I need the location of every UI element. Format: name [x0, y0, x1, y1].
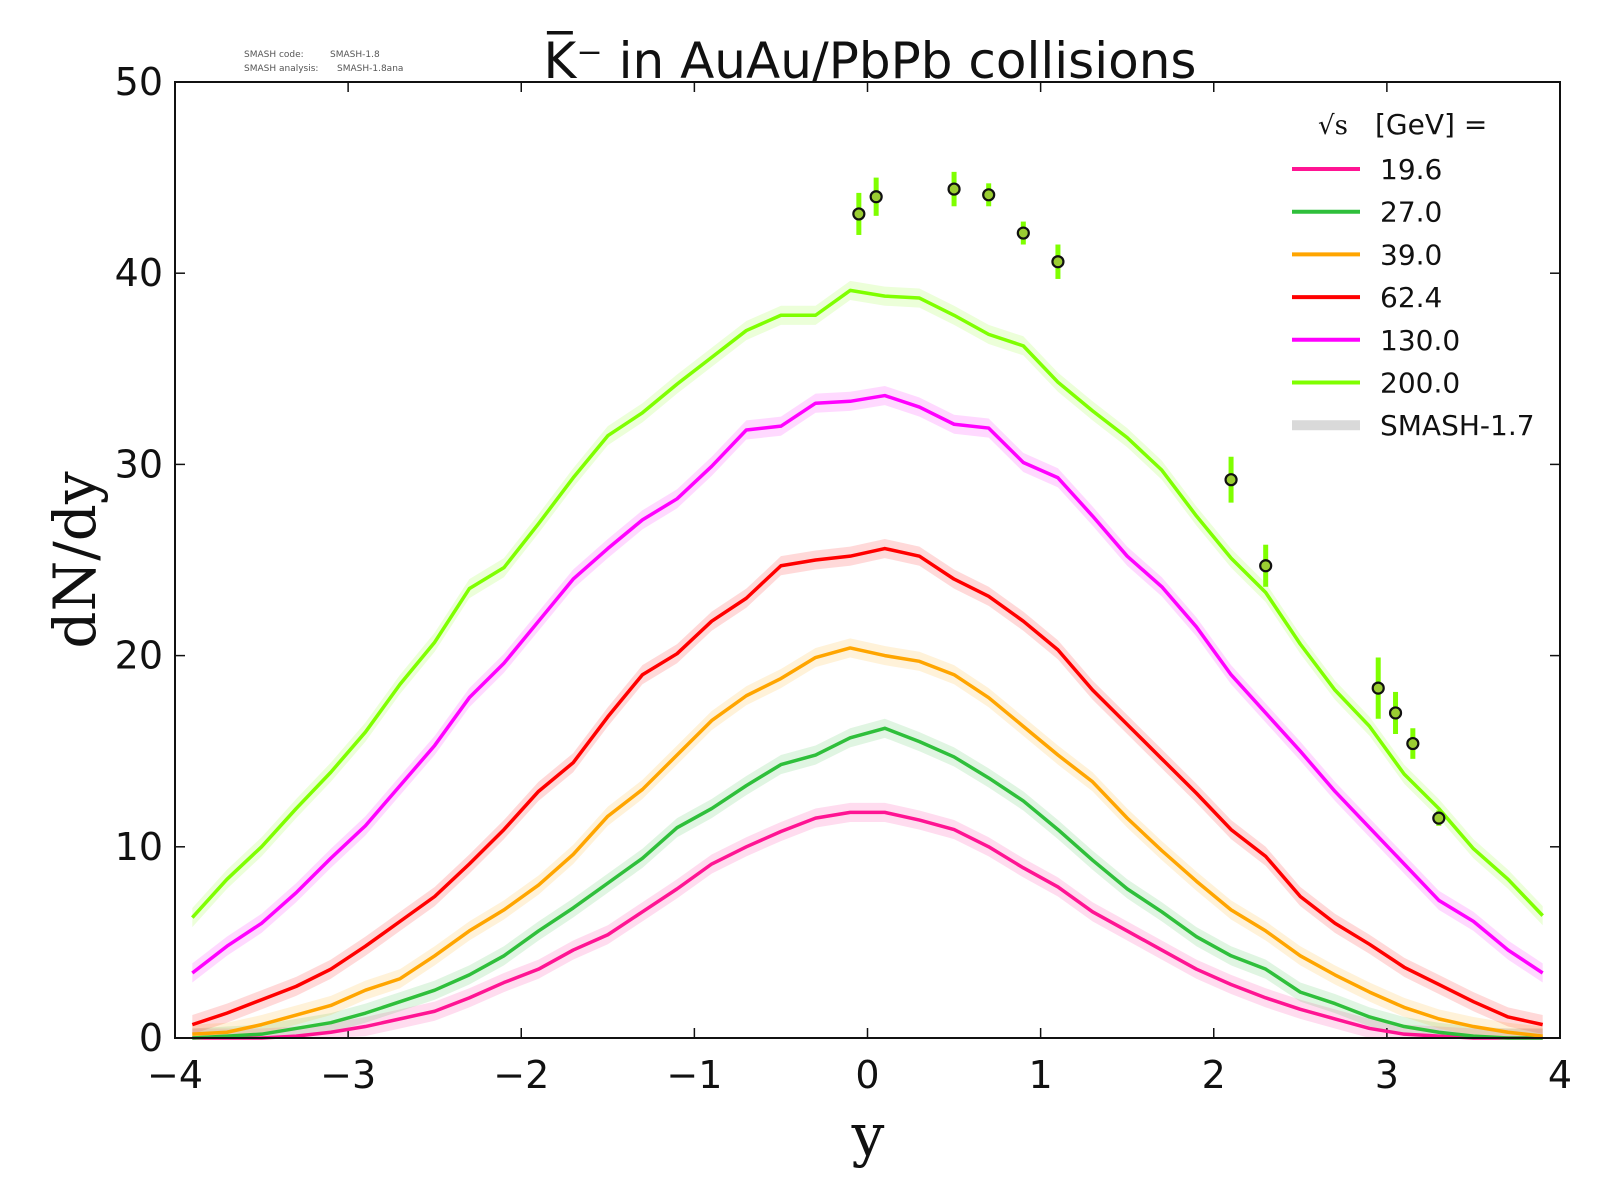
y-axis-label: dN/dy [41, 471, 109, 649]
x-tick-label: 0 [855, 1053, 879, 1097]
smash-analysis-label: SMASH analysis: [244, 64, 318, 74]
x-tick-label: −3 [320, 1053, 376, 1097]
x-tick-label: 3 [1375, 1053, 1399, 1097]
data-point [1371, 681, 1385, 695]
legend-label-200.0: 200.0 [1380, 367, 1460, 400]
y-tick-label: 30 [115, 442, 163, 486]
data-point [947, 182, 961, 196]
chart-title: K̅⁻ in AuAu/PbPb collisions [544, 31, 1197, 90]
data-point [1406, 736, 1420, 751]
legend-title-sqrt: √s [1318, 111, 1348, 141]
legend-label-27.0: 27.0 [1380, 196, 1442, 229]
data-points [852, 171, 1446, 826]
series-line-130.0 [191, 393, 1544, 975]
data-point [852, 207, 866, 221]
y-tick-label: 20 [115, 634, 163, 678]
y-tick-label: 50 [115, 60, 163, 104]
series-line-27.0 [192, 726, 1543, 1040]
x-tick-label: 1 [1029, 1053, 1053, 1097]
data-point [1224, 473, 1238, 487]
data-point [1432, 811, 1446, 825]
y-tick-label: 40 [115, 251, 163, 295]
legend-label-62.4: 62.4 [1380, 281, 1442, 314]
legend: √s [GeV] = 19.6 27.0 39.0 62.4 130.0 200.0 SMA… [1292, 108, 1535, 442]
series-line-200.0 [191, 288, 1544, 919]
data-point [1388, 706, 1403, 720]
series-line-19.6 [192, 810, 1543, 1040]
band-19.6 [192, 802, 1543, 1038]
smash-code-value: SMASH-1.8 [330, 50, 380, 60]
x-tick-label: −4 [147, 1053, 203, 1097]
data-point [1051, 255, 1065, 269]
band-39.0 [192, 638, 1543, 1038]
series-line-39.0 [192, 646, 1543, 1038]
data-point [982, 188, 996, 202]
x-axis-label: y [851, 1101, 885, 1169]
y-tick-label: 10 [115, 825, 163, 869]
legend-title: [GeV] = [1375, 108, 1487, 141]
x-tick-label: −2 [493, 1053, 549, 1097]
x-tick-label: 4 [1548, 1053, 1572, 1097]
smash-analysis-value: SMASH-1.8ana [337, 64, 403, 74]
legend-label-band: SMASH-1.7 [1380, 409, 1535, 442]
data-point [1016, 226, 1030, 240]
y-tick-label: 0 [139, 1016, 163, 1060]
x-tick-label: 2 [1202, 1053, 1226, 1097]
data-point [869, 190, 883, 204]
series-line-62.4 [191, 546, 1544, 1027]
legend-label-130.0: 130.0 [1380, 324, 1460, 357]
smash-code-label: SMASH code: [244, 50, 304, 60]
series-lines [191, 288, 1544, 1040]
x-tick-label: −1 [666, 1053, 722, 1097]
x-tick-labels: −4 −3 −2 −1 0 1 2 3 4 [147, 1053, 1572, 1097]
data-point [1259, 559, 1273, 573]
plot-frame [174, 81, 1561, 1039]
legend-entries: 19.6 27.0 39.0 62.4 130.0 200.0 SMASH-1.7 [1292, 153, 1535, 442]
legend-label-39.0: 39.0 [1380, 238, 1442, 271]
y-tick-labels: 0 10 20 30 40 50 [115, 60, 163, 1060]
legend-label-19.6: 19.6 [1380, 153, 1442, 186]
